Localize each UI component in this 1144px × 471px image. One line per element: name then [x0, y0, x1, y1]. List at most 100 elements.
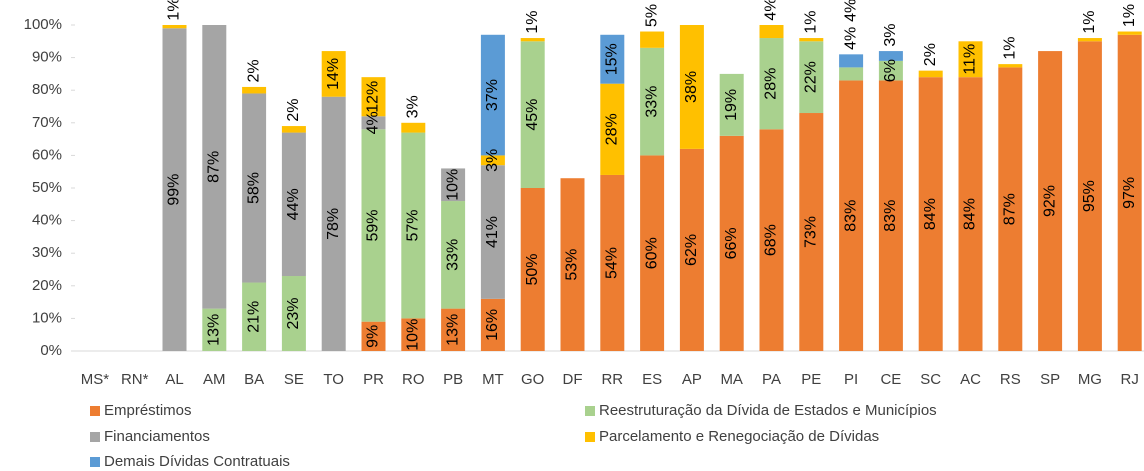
- x-tick-label: PA: [762, 371, 781, 388]
- y-tick-label: 90%: [32, 49, 62, 66]
- bar-segment: [480, 165, 505, 299]
- bar-segment: [480, 298, 505, 351]
- value-label: 37%: [484, 79, 501, 111]
- legend-label: Reestruturação da Dívida de Estados e Mu…: [599, 402, 937, 419]
- value-label: 10%: [405, 319, 422, 351]
- value-label: 83%: [882, 200, 899, 232]
- bar-segment: [321, 51, 346, 97]
- value-label: 10%: [444, 169, 461, 201]
- value-label: 1%: [524, 10, 541, 33]
- bar-segment: [321, 96, 346, 351]
- bar-segment: [520, 41, 545, 188]
- value-label: 9%: [365, 325, 382, 348]
- bar-segment: [759, 38, 784, 130]
- y-tick-label: 30%: [32, 244, 62, 261]
- value-label: 53%: [564, 249, 581, 281]
- legend-swatch: [90, 432, 100, 442]
- value-label: 13%: [444, 314, 461, 346]
- value-label: 38%: [683, 71, 700, 103]
- value-label: 87%: [1002, 193, 1019, 225]
- value-label: 21%: [245, 301, 262, 333]
- bar-segment: [361, 129, 386, 322]
- value-label: 57%: [405, 209, 422, 241]
- value-label: 87%: [206, 151, 223, 183]
- x-tick-label: MS*: [81, 371, 110, 388]
- bar-segment: [918, 70, 943, 78]
- value-label: 45%: [524, 99, 541, 131]
- bar-segment: [441, 168, 466, 202]
- bar-segment: [560, 178, 585, 351]
- bar-segment: [520, 38, 545, 42]
- value-label: 1%: [1081, 10, 1098, 33]
- bar-segment: [361, 321, 386, 351]
- x-tick-label: PB: [443, 371, 463, 388]
- bar-segment: [162, 28, 187, 351]
- bar-segment: [958, 77, 983, 351]
- bar-segment: [918, 77, 943, 351]
- value-label: 59%: [365, 209, 382, 241]
- value-label: 12%: [365, 81, 382, 113]
- value-label: 3%: [484, 149, 501, 172]
- value-label: 33%: [643, 86, 660, 118]
- bar-segment: [998, 64, 1023, 68]
- x-tick-label: RO: [402, 371, 425, 388]
- legend-label: Financiamentos: [104, 428, 210, 445]
- value-label: 92%: [1041, 185, 1058, 217]
- x-tick-label: PR: [363, 371, 384, 388]
- x-tick-label: AC: [960, 371, 981, 388]
- bar-segment: [640, 155, 665, 351]
- y-tick-label: 50%: [32, 179, 62, 196]
- bar-segment: [281, 132, 306, 277]
- bar-segment: [958, 41, 983, 78]
- bar-segment: [242, 86, 267, 94]
- x-tick-label: PI: [844, 371, 858, 388]
- x-tick-label: AM: [203, 371, 226, 388]
- value-label: 50%: [524, 253, 541, 285]
- bar-segment: [878, 80, 903, 352]
- x-tick-label: GO: [521, 371, 544, 388]
- bar-segment: [242, 282, 267, 351]
- value-label: 2%: [245, 59, 262, 82]
- value-label: 4%: [365, 111, 382, 134]
- value-label: 16%: [484, 309, 501, 341]
- x-tick-label: AL: [165, 371, 183, 388]
- value-label: 3%: [405, 95, 422, 118]
- value-label: 97%: [1121, 177, 1138, 209]
- x-tick-label: RN*: [121, 371, 149, 388]
- x-tick-label: CE: [880, 371, 901, 388]
- x-tick-label: RS: [1000, 371, 1021, 388]
- value-label: 58%: [245, 172, 262, 204]
- value-label: 44%: [285, 188, 302, 220]
- x-tick-label: MG: [1078, 371, 1102, 388]
- x-tick-label: BA: [244, 371, 264, 388]
- bar-segment: [719, 135, 744, 351]
- bar-segment: [640, 31, 665, 48]
- value-label: 99%: [166, 174, 183, 206]
- value-label: 84%: [962, 198, 979, 230]
- value-label: 1%: [803, 10, 820, 33]
- x-tick-label: AP: [682, 371, 702, 388]
- bar-segment: [679, 148, 704, 351]
- value-label: 4%: [842, 0, 859, 22]
- x-tick-label: PE: [801, 371, 821, 388]
- value-label: 28%: [604, 113, 621, 145]
- value-label: 68%: [763, 224, 780, 256]
- x-tick-label: SP: [1040, 371, 1060, 388]
- bar-segment: [361, 77, 386, 117]
- bar-segment: [719, 73, 744, 136]
- value-label: 4%: [763, 0, 780, 21]
- y-tick-label: 70%: [32, 114, 62, 131]
- bar-segment: [759, 129, 784, 351]
- bar-segment: [202, 25, 227, 309]
- bar-segment: [401, 132, 426, 319]
- bar-segment: [401, 318, 426, 351]
- x-tick-label: SE: [284, 371, 304, 388]
- value-label: 66%: [723, 227, 740, 259]
- value-label: 1%: [1002, 37, 1019, 60]
- value-label: 1%: [1121, 4, 1138, 27]
- value-label: 28%: [763, 68, 780, 100]
- legend-swatch: [90, 457, 100, 467]
- x-tick-label: MA: [720, 371, 743, 388]
- value-label: 14%: [325, 58, 342, 90]
